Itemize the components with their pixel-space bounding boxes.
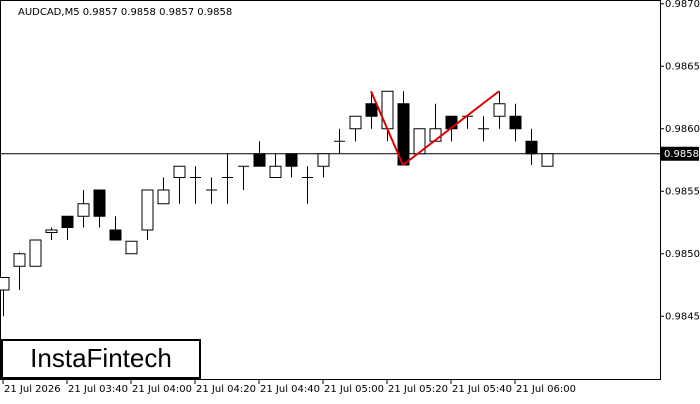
candle-body — [157, 189, 170, 205]
candle-body — [77, 203, 90, 217]
candle-body — [365, 103, 378, 117]
x-tick-label: 21 Jul 2026 — [4, 384, 61, 395]
y-tick-label: 0.9860 — [665, 124, 700, 135]
chart-title: AUDCAD,M5 0.9857 0.9858 0.9857 0.9858 — [18, 7, 232, 18]
candle-body — [541, 153, 554, 167]
y-tick-label: 0.9865 — [665, 61, 700, 72]
candle-body — [45, 229, 58, 233]
candle-body — [509, 115, 522, 130]
candle-body — [317, 153, 330, 167]
candle-body — [13, 253, 26, 267]
candle-body — [253, 153, 266, 167]
price-label-box — [661, 146, 699, 161]
x-tick-label: 21 Jul 06:00 — [516, 384, 576, 395]
plot-frame — [0, 0, 661, 380]
candle-body — [93, 189, 106, 217]
y-tick-label: 0.9870 — [665, 0, 700, 10]
candle-body — [61, 215, 74, 228]
candle-body — [381, 90, 394, 130]
candle-body — [525, 140, 538, 155]
candle-body — [413, 128, 426, 155]
pattern-line — [370, 90, 404, 166]
x-tick-label: 21 Jul 05:20 — [388, 384, 448, 395]
candle-body — [109, 229, 122, 241]
candle-body — [173, 165, 186, 178]
x-tick-label: 21 Jul 03:40 — [68, 384, 128, 395]
x-tick-label: 21 Jul 05:40 — [452, 384, 512, 395]
y-tick-label: 0.9855 — [665, 186, 700, 197]
candle-body — [285, 153, 298, 167]
y-tick-label: 0.9850 — [665, 249, 700, 260]
candle-body — [493, 103, 506, 117]
x-tick-label: 21 Jul 04:00 — [132, 384, 192, 395]
y-tick-label: 0.9845 — [665, 311, 700, 322]
x-tick-label: 21 Jul 05:00 — [324, 384, 384, 395]
x-tick-label: 21 Jul 04:40 — [260, 384, 320, 395]
candle-body — [125, 240, 138, 255]
pattern-line — [402, 90, 500, 166]
brand-logo: InstaFintech — [30, 343, 172, 373]
price-label: 0.9858 — [664, 149, 699, 160]
candle-body — [29, 239, 42, 267]
x-tick-label: 21 Jul 04:20 — [196, 384, 256, 395]
candle-body — [349, 115, 362, 130]
candle-body — [269, 165, 282, 178]
candle-body — [141, 189, 154, 231]
brand-box — [1, 339, 201, 379]
candle-body — [0, 277, 10, 291]
